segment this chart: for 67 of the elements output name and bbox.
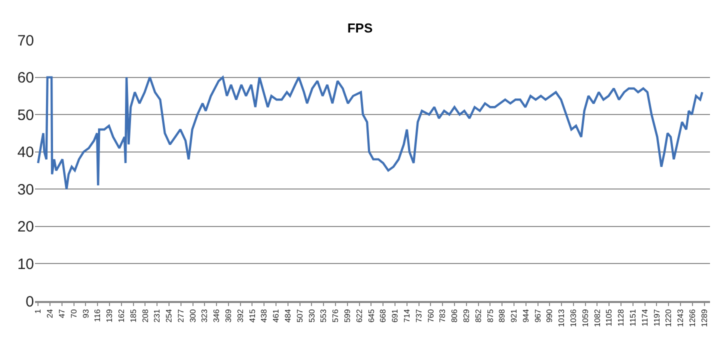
x-tick-label: 1082: [592, 308, 602, 327]
x-tick-label: 553: [319, 308, 328, 323]
x-tick-label: 645: [366, 308, 376, 323]
x-tick-label: 967: [533, 308, 542, 323]
x-tick-label: 1197: [652, 308, 662, 326]
x-tick-label: 392: [236, 308, 245, 323]
y-tick-label: 60: [17, 70, 34, 87]
x-tick-label: 898: [498, 308, 507, 323]
x-tick-label: 461: [272, 308, 281, 323]
x-tick-label: 507: [295, 308, 304, 323]
x-tick-label: 806: [450, 308, 460, 323]
x-tick-label: 1266: [688, 308, 698, 327]
line-series: [37, 76, 704, 190]
x-tick-label: 1059: [580, 308, 590, 327]
x-tick-label: 714: [402, 308, 412, 323]
x-tick-label: 300: [188, 308, 198, 323]
x-tick-label: 415: [248, 308, 257, 323]
x-tick-label: 323: [200, 308, 210, 323]
y-tick-label: 30: [17, 181, 34, 198]
x-tick-label: 737: [414, 308, 424, 323]
x-tick-label: 875: [486, 308, 495, 323]
y-tick-label: 10: [17, 256, 34, 273]
x-tick-label: 1: [34, 308, 43, 314]
x-tick-label: 691: [390, 308, 400, 323]
x-tick-label: 829: [462, 308, 471, 323]
x-tick-label: 599: [343, 308, 352, 323]
x-tick-label: 1243: [676, 308, 686, 327]
x-tick-label: 921: [510, 308, 519, 323]
x-tick-label: 576: [331, 308, 340, 323]
y-tick-label: 70: [17, 32, 34, 50]
y-tick-label: 40: [17, 144, 34, 162]
x-tick-label: 1013: [557, 308, 566, 327]
x-tick-label: 484: [284, 308, 293, 323]
x-tick-label: 1036: [569, 308, 578, 327]
y-tick-label: 20: [17, 218, 34, 236]
x-tick-label: 783: [438, 308, 448, 323]
x-tick-label: 24: [46, 308, 55, 318]
x-tick-label: 254: [164, 308, 174, 323]
x-tick-label: 990: [545, 308, 554, 323]
x-tick-label: 208: [140, 308, 150, 323]
x-tick-label: 1105: [604, 308, 614, 326]
y-tick-label: 50: [17, 106, 34, 124]
x-tick-label: 277: [176, 308, 186, 323]
x-tick-label: 1220: [664, 308, 674, 327]
x-tick-label: 668: [378, 308, 388, 323]
x-tick-label: 1128: [616, 308, 626, 326]
x-tick-label: 139: [105, 308, 114, 323]
x-tick-label: 369: [224, 308, 234, 323]
x-tick-label: 231: [152, 308, 162, 323]
x-tick-label: 70: [69, 308, 78, 318]
x-tick-label: 438: [260, 308, 269, 323]
y-tick-label: 0: [26, 293, 34, 310]
x-tick-label: 852: [474, 308, 483, 323]
x-tick-label: 185: [128, 308, 138, 323]
x-tick-label: 1151: [628, 308, 638, 326]
x-tick-label: 622: [354, 308, 364, 323]
x-tick-label: 1174: [640, 308, 650, 326]
x-tick-label: 944: [521, 308, 530, 323]
x-tick-label: 530: [307, 308, 316, 323]
x-tick-label: 47: [58, 308, 66, 318]
x-tick-label: 346: [212, 308, 222, 323]
x-tick-label: 760: [426, 308, 436, 323]
x-tick-label: 1289: [700, 308, 709, 327]
x-tick-label: 116: [93, 308, 102, 322]
chart-title: FPS: [347, 20, 373, 36]
x-tick-label: 162: [116, 308, 126, 323]
x-tick-label: 93: [81, 308, 90, 318]
